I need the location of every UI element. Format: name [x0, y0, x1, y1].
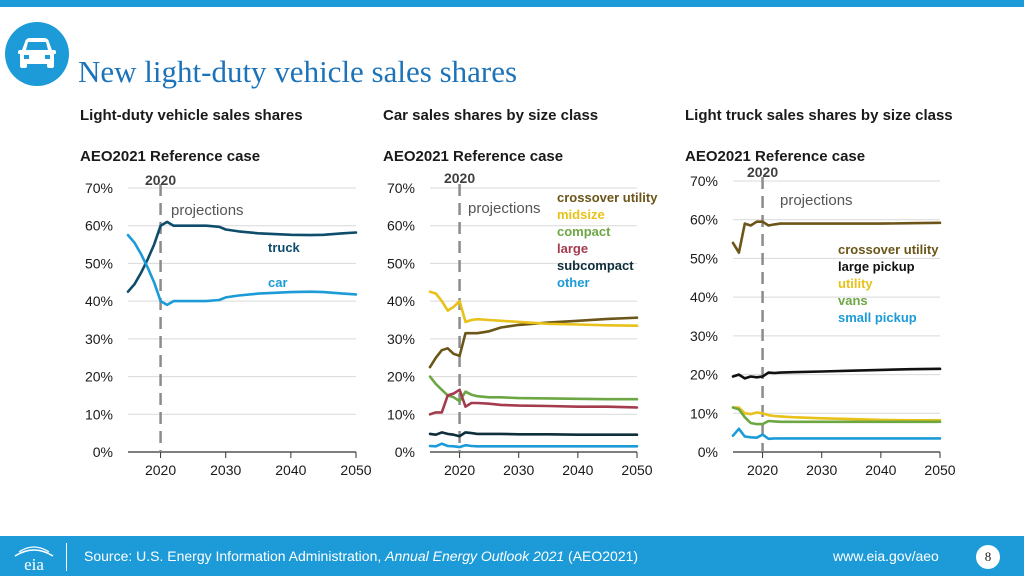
- y-tick-label: 10%: [690, 405, 718, 421]
- footer-source-italic: Annual Energy Outlook 2021: [385, 548, 565, 564]
- footer-source: Source: U.S. Energy Information Administ…: [84, 548, 638, 564]
- y-tick-label: 10%: [85, 406, 113, 422]
- series-line-crossover-utility: [731, 220, 942, 254]
- legend-label-crossover-utility: crossover utility: [557, 190, 658, 205]
- legend-label-large: large: [557, 241, 588, 256]
- x-tick-label: 2050: [340, 462, 371, 478]
- x-tick-label: 2020: [747, 462, 778, 478]
- legend-label-crossover-utility: crossover utility: [838, 242, 939, 257]
- y-tick-label: 0%: [698, 444, 718, 460]
- series-line-small-pickup: [731, 427, 942, 441]
- series-line-compact: [428, 375, 639, 403]
- legend-label-car: car: [268, 275, 288, 290]
- y-tick-label: 70%: [690, 173, 718, 189]
- chart-panel-2: 0% 10% 20% 30% 40% 50% 60% 70% 2020 2030 2040 2050 2…: [387, 170, 658, 478]
- series-line-vans: [731, 406, 942, 426]
- y-tick-label: 0%: [93, 444, 113, 460]
- marker-year-label: 2020: [444, 170, 475, 186]
- series-line-utility: [731, 406, 942, 422]
- x-tick-label: 2030: [806, 462, 837, 478]
- marker-year-label: 2020: [145, 172, 176, 188]
- series-line-truck: [126, 220, 358, 294]
- x-tick-label: 2050: [621, 462, 652, 478]
- page-number: 8: [976, 545, 1000, 569]
- x-tick-label: 2030: [503, 462, 534, 478]
- legend-label-vans: vans: [838, 293, 868, 308]
- x-tick-label: 2020: [444, 462, 475, 478]
- y-tick-label: 30%: [85, 331, 113, 347]
- chart-panel-3: 0% 10% 20% 30% 40% 50% 60% 70% 2020 2030 2040 2050 2…: [690, 164, 956, 478]
- panel-subtitle-car: AEO2021 Reference case: [383, 148, 564, 165]
- x-tick-label: 2040: [562, 462, 593, 478]
- series-line-large-pickup: [731, 367, 942, 380]
- legend-label-small-pickup: small pickup: [838, 310, 917, 325]
- legend-label-midsize: midsize: [557, 207, 605, 222]
- legend-label-compact: compact: [557, 224, 611, 239]
- projections-label: projections: [468, 200, 541, 217]
- panel-subtitle-light-duty: AEO2021 Reference case: [80, 148, 261, 165]
- y-tick-label: 30%: [387, 331, 415, 347]
- series-line-subcompact: [428, 431, 639, 438]
- y-tick-label: 50%: [387, 255, 415, 271]
- panel-subtitle-light-truck: AEO2021 Reference case: [685, 148, 866, 165]
- header-logo: [5, 22, 69, 86]
- y-tick-label: 10%: [387, 406, 415, 422]
- projections-label: projections: [780, 192, 853, 209]
- legend-label-subcompact: subcompact: [557, 258, 634, 273]
- footer-separator: [66, 543, 67, 571]
- eia-logo-icon: eia: [14, 546, 54, 573]
- y-tick-label: 0%: [395, 444, 415, 460]
- legend-label-truck: truck: [268, 240, 301, 255]
- legend-label-other: other: [557, 275, 590, 290]
- y-tick-label: 60%: [85, 218, 113, 234]
- x-tick-label: 2020: [145, 462, 176, 478]
- y-tick-label: 40%: [690, 289, 718, 305]
- footer-url[interactable]: www.eia.gov/aeo: [833, 548, 939, 564]
- y-tick-label: 20%: [85, 369, 113, 385]
- x-tick-label: 2040: [865, 462, 896, 478]
- y-tick-label: 70%: [85, 180, 113, 196]
- x-tick-label: 2050: [924, 462, 955, 478]
- page-title: New light-duty vehicle sales shares: [78, 54, 518, 89]
- y-tick-label: 20%: [690, 367, 718, 383]
- y-tick-label: 20%: [387, 369, 415, 385]
- y-tick-label: 50%: [690, 250, 718, 266]
- y-tick-label: 60%: [690, 212, 718, 228]
- footer-bar: [0, 536, 1024, 576]
- footer-source-prefix: Source: U.S. Energy Information Administ…: [84, 548, 386, 564]
- x-tick-label: 2030: [210, 462, 241, 478]
- y-tick-label: 60%: [387, 218, 415, 234]
- series-line-car: [126, 233, 358, 307]
- y-tick-label: 50%: [85, 255, 113, 271]
- panel-title-car: Car sales shares by size class: [383, 107, 599, 124]
- panel-title-light-truck: Light truck sales shares by size class: [685, 107, 953, 124]
- chart-panel-1: 0% 10% 20% 30% 40% 50% 60% 70% 2020 2030 2040 2050 2…: [85, 172, 372, 478]
- top-accent-bar: [0, 0, 1024, 7]
- panel-title-light-duty: Light-duty vehicle sales shares: [80, 107, 303, 124]
- y-tick-label: 30%: [690, 328, 718, 344]
- eia-logo-text: eia: [24, 555, 44, 573]
- series-line-large: [428, 388, 639, 416]
- legend-label-large-pickup: large pickup: [838, 259, 915, 274]
- marker-year-label: 2020: [747, 164, 778, 180]
- footer-source-suffix: (AEO2021): [564, 548, 639, 564]
- y-tick-label: 40%: [85, 293, 113, 309]
- series-line-other: [428, 442, 639, 449]
- series-line-crossover-utility: [428, 316, 639, 369]
- y-tick-label: 40%: [387, 293, 415, 309]
- x-tick-label: 2040: [275, 462, 306, 478]
- series-line-midsize: [428, 290, 639, 328]
- y-tick-label: 70%: [387, 180, 415, 196]
- car-icon: [18, 38, 56, 68]
- projections-label: projections: [171, 202, 244, 219]
- legend-label-utility: utility: [838, 276, 873, 291]
